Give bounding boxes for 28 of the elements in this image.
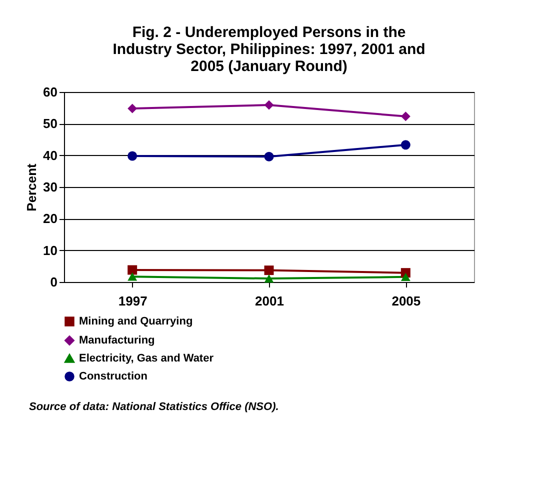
y-tick-label: 60 — [43, 84, 58, 100]
chart-title: Fig. 2 - Underemployed Persons in the Industry Sector, Philippines: 1997, 2001 and 2005 (January Round) — [112, 24, 426, 75]
y-tick-label: 50 — [43, 116, 58, 132]
legend-label: Manufacturing — [79, 334, 155, 346]
x-tick-label: 1997 — [118, 294, 148, 308]
point — [400, 272, 410, 282]
point — [264, 100, 274, 110]
y-tick-label: 10 — [43, 242, 58, 258]
y-tick-label: 20 — [43, 211, 58, 226]
x-tick-label: 2005 — [392, 294, 421, 308]
legend-label: Construction — [79, 370, 148, 382]
point — [128, 265, 138, 275]
x-tick-label: 2001 — [255, 294, 284, 308]
point — [264, 152, 274, 162]
point — [400, 112, 410, 122]
point — [400, 140, 410, 150]
point — [128, 272, 138, 281]
legend-label: Electricity, Gas and Water — [79, 352, 214, 364]
point — [128, 104, 138, 114]
source-note: Source of data: National Statistics Office (NSO). — [29, 401, 279, 413]
y-tick-label: 30 — [43, 180, 58, 194]
point — [264, 274, 274, 283]
point — [128, 151, 138, 161]
legend-label: Mining and Quarrying — [79, 316, 193, 328]
point — [264, 266, 274, 276]
y-tick-label: 40 — [43, 148, 58, 163]
y-axis-title: Percent — [24, 162, 40, 212]
y-tick-label: 0 — [50, 274, 58, 290]
